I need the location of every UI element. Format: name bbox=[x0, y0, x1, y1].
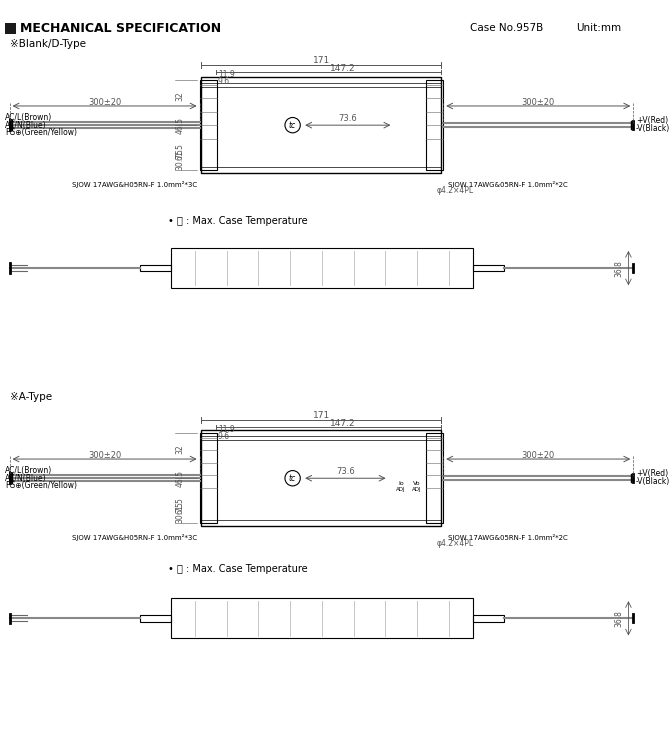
Text: AC/N(Blue): AC/N(Blue) bbox=[5, 474, 46, 482]
Bar bbox=[140, 615, 171, 621]
Text: 61.5: 61.5 bbox=[176, 143, 185, 161]
Text: 9.6: 9.6 bbox=[218, 77, 230, 86]
Text: 32: 32 bbox=[176, 91, 185, 101]
Text: 36.8: 36.8 bbox=[614, 260, 624, 276]
Text: MECHANICAL SPECIFICATION: MECHANICAL SPECIFICATION bbox=[20, 22, 221, 35]
Text: SJOW 17AWG&05RN-F 1.0mm²*2C: SJOW 17AWG&05RN-F 1.0mm²*2C bbox=[448, 181, 567, 188]
Text: 11.9: 11.9 bbox=[218, 70, 234, 79]
Text: Vo: Vo bbox=[413, 482, 420, 487]
Text: 36.8: 36.8 bbox=[614, 610, 624, 626]
Text: 46.5: 46.5 bbox=[176, 117, 185, 134]
Text: 32: 32 bbox=[176, 444, 185, 454]
Text: ADJ: ADJ bbox=[396, 488, 406, 492]
Bar bbox=[473, 615, 504, 621]
Text: 147.2: 147.2 bbox=[330, 419, 356, 428]
Bar bbox=[171, 598, 473, 638]
Text: 11.9: 11.9 bbox=[218, 425, 234, 433]
Bar bbox=[200, 433, 217, 523]
Bar bbox=[426, 433, 444, 523]
Text: -V(Black): -V(Black) bbox=[636, 124, 670, 132]
Text: ※Blank/D-Type: ※Blank/D-Type bbox=[9, 39, 86, 49]
Text: SJOW 17AWG&H05RN-F 1.0mm²*3C: SJOW 17AWG&H05RN-F 1.0mm²*3C bbox=[72, 534, 197, 541]
Text: 300±20: 300±20 bbox=[88, 451, 121, 460]
Bar bbox=[5, 23, 16, 34]
Text: 300±20: 300±20 bbox=[522, 98, 555, 107]
Text: +V(Red): +V(Red) bbox=[636, 469, 668, 478]
Text: AC/N(Blue): AC/N(Blue) bbox=[5, 121, 46, 129]
Text: 61.5: 61.5 bbox=[176, 496, 185, 514]
Bar bbox=[473, 265, 504, 271]
Text: ※A-Type: ※A-Type bbox=[9, 392, 52, 401]
Bar bbox=[202, 431, 442, 526]
Text: 73.6: 73.6 bbox=[336, 467, 355, 476]
Bar bbox=[200, 80, 217, 170]
Text: • Ⓣ : Max. Case Temperature: • Ⓣ : Max. Case Temperature bbox=[168, 564, 308, 575]
Text: Case No.957B: Case No.957B bbox=[470, 23, 543, 34]
Text: 300±20: 300±20 bbox=[522, 451, 555, 460]
Text: 73.6: 73.6 bbox=[338, 114, 357, 123]
Text: FG⊕(Green/Yellow): FG⊕(Green/Yellow) bbox=[5, 129, 77, 137]
Text: ADJ: ADJ bbox=[411, 488, 421, 492]
Text: • Ⓣ : Max. Case Temperature: • Ⓣ : Max. Case Temperature bbox=[168, 216, 308, 226]
Text: 30.75: 30.75 bbox=[176, 501, 185, 523]
Bar bbox=[171, 248, 473, 288]
Text: 300±20: 300±20 bbox=[88, 98, 121, 107]
Text: SJOW 17AWG&H05RN-F 1.0mm²*3C: SJOW 17AWG&H05RN-F 1.0mm²*3C bbox=[72, 181, 197, 188]
Text: φ4.2×4PL: φ4.2×4PL bbox=[437, 186, 474, 195]
Text: tc: tc bbox=[289, 121, 296, 129]
Text: AC/L(Brown): AC/L(Brown) bbox=[5, 466, 52, 475]
Text: 46.5: 46.5 bbox=[176, 470, 185, 487]
Text: 171: 171 bbox=[313, 56, 330, 65]
Text: 30.75: 30.75 bbox=[176, 148, 185, 170]
Text: SJOW 17AWG&05RN-F 1.0mm²*2C: SJOW 17AWG&05RN-F 1.0mm²*2C bbox=[448, 534, 567, 541]
Text: 147.2: 147.2 bbox=[330, 64, 356, 73]
Text: FG⊕(Green/Yellow): FG⊕(Green/Yellow) bbox=[5, 482, 77, 491]
Text: Io: Io bbox=[398, 482, 404, 487]
Text: +V(Red): +V(Red) bbox=[636, 116, 668, 125]
Text: φ4.2×4PL: φ4.2×4PL bbox=[437, 539, 474, 548]
Text: tc: tc bbox=[289, 474, 296, 482]
Text: AC/L(Brown): AC/L(Brown) bbox=[5, 113, 52, 122]
Text: 171: 171 bbox=[313, 412, 330, 420]
Text: -V(Black): -V(Black) bbox=[636, 477, 670, 485]
Text: 9.6: 9.6 bbox=[218, 433, 230, 442]
Bar bbox=[202, 77, 442, 173]
Text: Unit:mm: Unit:mm bbox=[576, 23, 621, 34]
Bar bbox=[426, 80, 444, 170]
Bar bbox=[140, 265, 171, 271]
